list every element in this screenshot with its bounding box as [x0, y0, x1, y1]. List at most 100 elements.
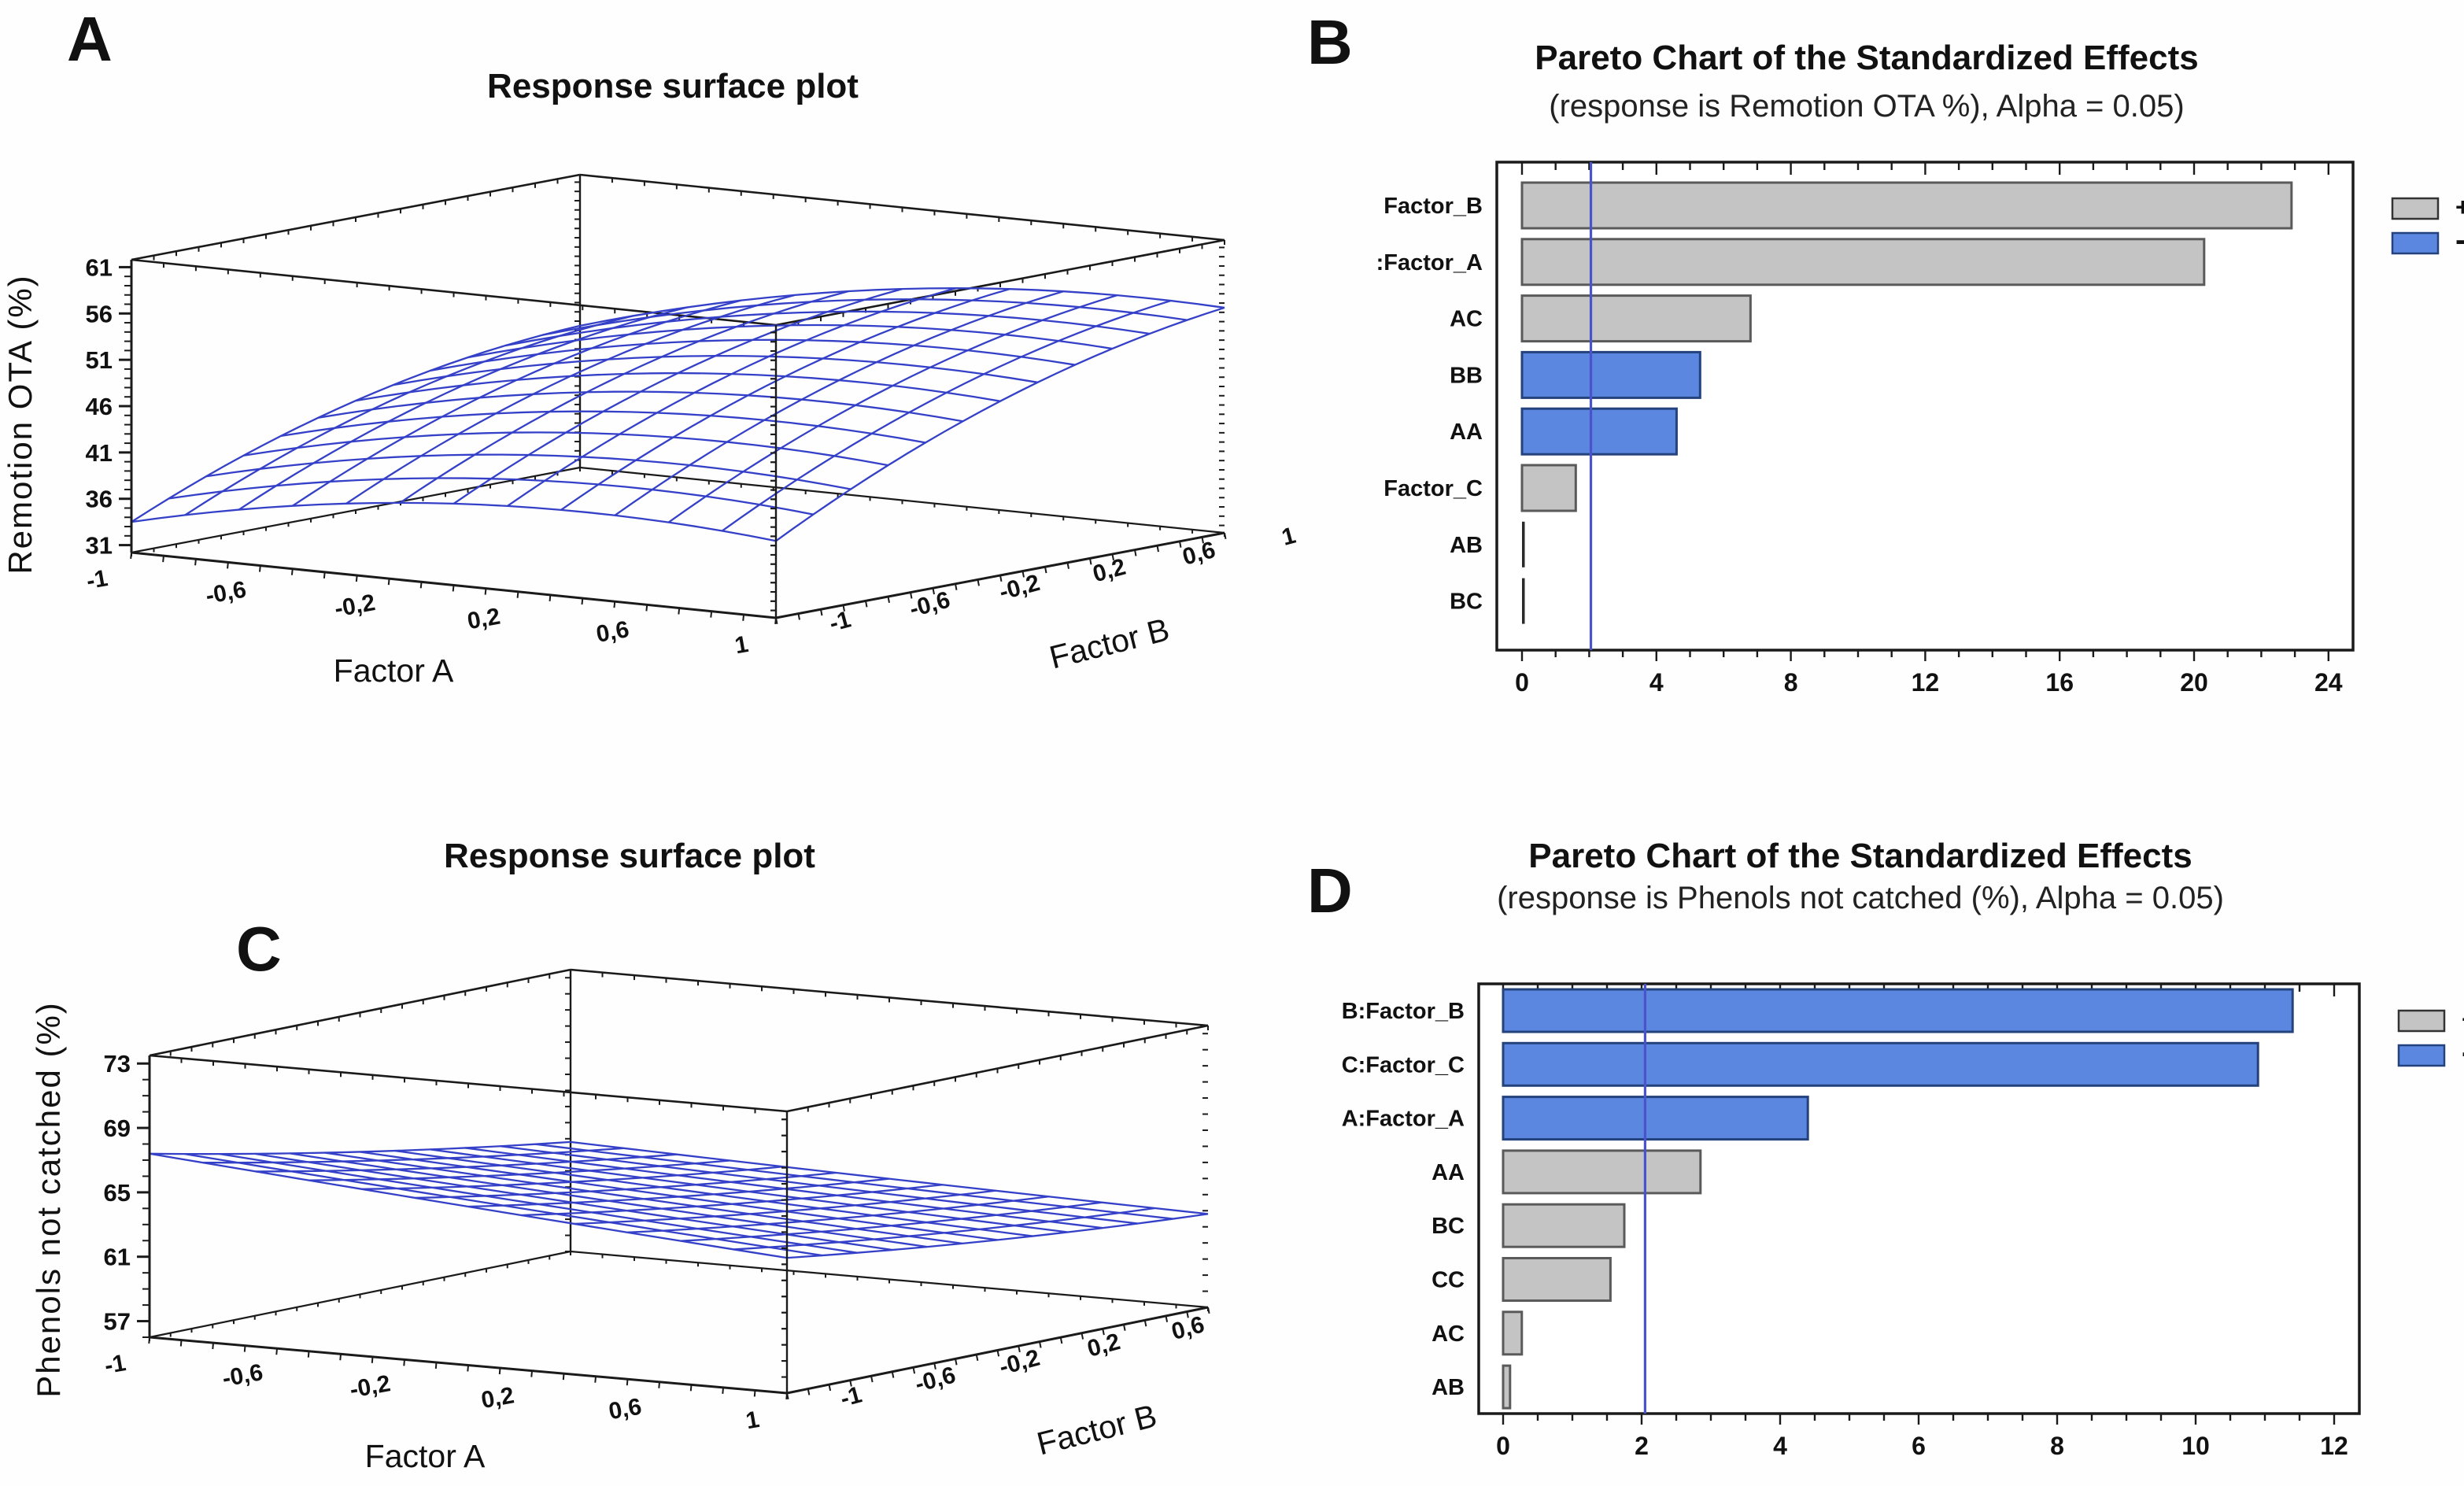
surface-mesh-line: [394, 1149, 1033, 1237]
category-label: B:Factor_B: [1342, 999, 1465, 1024]
bar: [1520, 350, 1701, 399]
surface-mesh-line: [184, 1152, 822, 1257]
edge-tick: [1201, 537, 1204, 544]
factor-b-tick-label: -1: [837, 1381, 864, 1412]
surface-mesh-line: [430, 1148, 1068, 1233]
factor-a-tick-label: -1: [84, 565, 109, 594]
legend-swatch-negative: [2397, 1044, 2446, 1067]
z-tick-label: 61: [86, 253, 113, 281]
category-label: A:Factor_A: [1342, 1107, 1465, 1132]
edge-tick: [212, 1343, 214, 1350]
surface-mesh-line: [254, 1152, 892, 1251]
edge-tick: [1134, 549, 1137, 556]
x-tick-label: 24: [2314, 668, 2343, 697]
edge-tick: [912, 1367, 916, 1374]
edge-tick: [562, 1373, 565, 1381]
pareto-chart-remotion-ota: Pareto Chart of the Standardized Effects…: [1376, 39, 2464, 697]
edge-tick: [1044, 567, 1047, 574]
surface-mesh-line: [219, 1153, 858, 1254]
edge-tick: [891, 1371, 895, 1378]
surface-mesh-line: [500, 1145, 1138, 1225]
edge-tick: [162, 556, 164, 563]
plot-area: [1495, 161, 2355, 652]
surface-mesh-line: [775, 306, 1225, 542]
x-axis-label: Factor A: [365, 1438, 486, 1474]
edge-tick: [932, 588, 935, 595]
legend-label: -: [2462, 1035, 2464, 1070]
category-label: BB: [1450, 363, 1483, 388]
bar: [1502, 1203, 1626, 1248]
edge-tick: [870, 1376, 874, 1383]
edge-tick: [689, 1384, 693, 1392]
x-tick-label: 4: [1649, 668, 1664, 697]
chart-title: Pareto Chart of the Standardized Effects: [1528, 837, 2192, 875]
edge-tick: [786, 1392, 789, 1400]
edge-tick: [955, 583, 958, 590]
factor-a-tick-label: 1: [733, 631, 750, 659]
z-axis-label: Remotion OTA (%): [2, 274, 39, 574]
pareto-chart-phenols-not-catched: Pareto Chart of the Standardized Effects…: [1342, 837, 2464, 1460]
bar: [1502, 988, 2294, 1033]
edge-tick: [275, 1348, 278, 1355]
edge-tick: [1081, 1333, 1084, 1340]
panel-label-d: D: [1307, 856, 1353, 926]
category-label: CC: [1431, 1268, 1465, 1293]
y-axis-label: Factor B: [1046, 611, 1173, 675]
surface-mesh-line: [149, 1152, 788, 1259]
factor-a-tick-label: 0,2: [479, 1382, 516, 1414]
surface-mesh-line: [360, 1151, 998, 1241]
edge-tick: [1111, 553, 1114, 561]
plot-title: Response surface plot: [487, 67, 859, 105]
surface-mesh-line: [280, 410, 926, 444]
surface-mesh-line: [722, 299, 1172, 532]
panel-label-b: B: [1307, 7, 1353, 77]
x-tick-label: 8: [1784, 668, 1798, 697]
bar: [1520, 294, 1752, 343]
legend-swatch-positive: [2391, 197, 2440, 220]
x-tick-label: 4: [1773, 1432, 1787, 1460]
panel-a-response-surface-remotion-ota: A 31 36 41 46 51 56 61 -1 -0,6 -0,2 0,2 0,6 1 -1 -0,6-…: [0, 0, 1298, 743]
category-label: C:Factor_C: [1342, 1052, 1465, 1078]
bar: [1520, 181, 2293, 230]
edge-tick: [613, 601, 616, 608]
surface-mesh-line: [131, 324, 581, 523]
edge-tick: [807, 1388, 811, 1395]
edge-tick: [933, 1362, 936, 1370]
factor-b-tick-label: -1: [826, 606, 853, 637]
bar: [1502, 1364, 1512, 1410]
edge-tick: [1018, 1345, 1021, 1353]
edge-tick: [323, 571, 326, 579]
edge-tick: [1186, 1311, 1189, 1318]
legend-swatch-positive: [2397, 1009, 2446, 1033]
edge-tick: [797, 613, 800, 620]
edge-tick: [820, 609, 823, 616]
factor-a-tick-label: -0,6: [220, 1359, 265, 1392]
edge-tick: [1165, 1315, 1169, 1322]
factor-a-tick-label: 0,2: [465, 604, 502, 635]
edge-tick: [955, 1358, 958, 1366]
x-axis-label: Factor A: [334, 652, 454, 689]
category-label: Factor_C: [1383, 476, 1483, 501]
surface-mesh-line: [560, 288, 1010, 511]
edge-tick: [1021, 571, 1025, 578]
bar: [1520, 407, 1678, 456]
bar: [1520, 464, 1577, 512]
factor-b-tick-label: 0,6: [1180, 537, 1218, 571]
surface-mesh-line: [243, 431, 888, 467]
edge-tick: [434, 1362, 438, 1370]
edge-tick: [243, 1345, 246, 1352]
legend-label: +: [2455, 193, 2464, 221]
x-tick-label: 20: [2180, 668, 2208, 697]
bar: [1520, 238, 2206, 286]
edge-tick: [227, 562, 229, 569]
surface-mesh-line: [579, 287, 1225, 327]
legend-label: +: [2462, 1005, 2464, 1033]
edge-tick: [1123, 1324, 1126, 1331]
category-label: AA: [1450, 420, 1483, 445]
surface-mesh-line: [205, 453, 852, 490]
edge-tick: [594, 1376, 597, 1383]
x-tick-label: 6: [1912, 1432, 1926, 1460]
bar: [1502, 1310, 1524, 1356]
category-label: AA: [1431, 1160, 1465, 1185]
